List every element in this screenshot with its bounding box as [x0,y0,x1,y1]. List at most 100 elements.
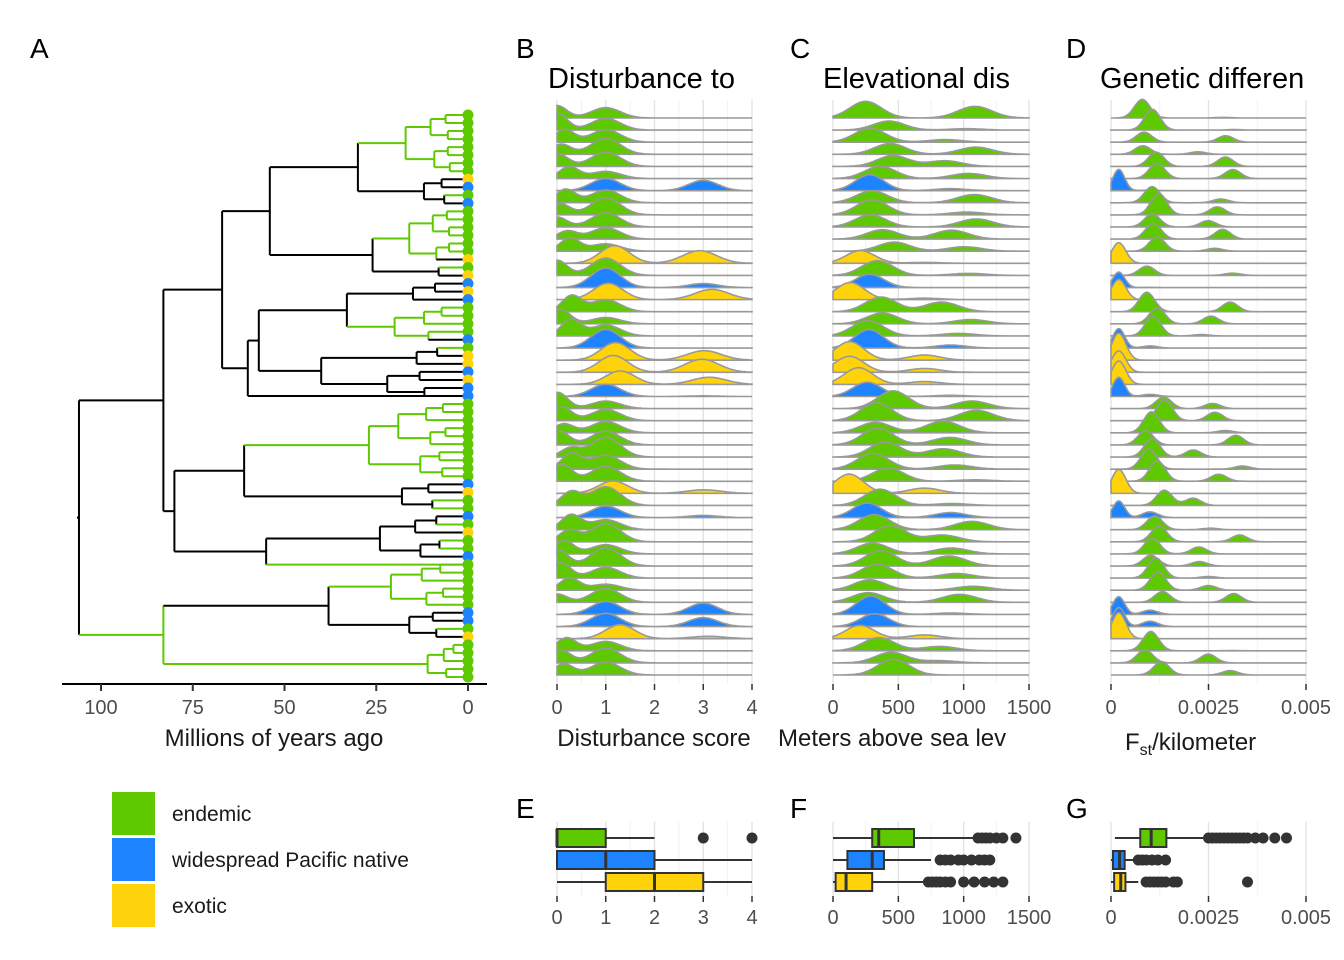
tick-label: 0 [551,697,562,719]
tip-endemic [462,406,474,418]
ridge-widespread [832,613,1030,628]
tip-endemic [462,165,474,177]
tip-endemic [462,567,474,579]
ridge-exotic [556,623,753,640]
ridge-endemic [1110,410,1307,434]
panel-letter-g: G [1066,793,1088,824]
ridge-exotic [832,366,1030,386]
ridge-endemic [556,104,752,119]
ridge-endemic [1110,162,1307,180]
tick-label: 0 [827,907,838,929]
ridge-endemic [832,452,1030,470]
tip-widespread [462,607,474,619]
tip-endemic [462,237,474,249]
panel-b-x-ticks: 0 1 2 3 4 [551,684,758,719]
tip-endemic [462,302,474,314]
tick-label: 1500 [1007,907,1052,929]
outlier-exotic [988,876,1000,888]
panel-e: E 0 1 2 3 4 [516,793,758,929]
tip-endemic [462,125,474,137]
fst-f: F [1125,729,1140,756]
tick-label: 75 [182,697,204,719]
outlier-endemic [1281,832,1292,844]
panel-d-x-axis-title: Fst/kilometer [1125,729,1256,759]
ridge-endemic [1110,222,1307,240]
ridge-endemic [832,142,1030,156]
tick-label: 4 [746,907,757,929]
ridge-exotic [556,341,753,361]
panel-letter-c: C [790,33,810,64]
panel-d-ridges [1110,98,1307,676]
ridge-widespread [1110,271,1307,289]
outlier-endemic [1242,832,1253,844]
ridge-endemic [832,296,1030,313]
tip-exotic [462,173,474,185]
ridge-widespread [1110,168,1307,192]
ridge-endemic [556,197,753,216]
ridge-widespread [1110,595,1307,616]
panel-c-ridges [832,100,1030,676]
ridge-endemic [1110,192,1307,216]
ridge-endemic [832,651,1030,664]
tip-endemic [462,655,474,667]
tip-widespread [462,615,474,627]
tick-label: 50 [273,697,295,719]
legend-swatch-widespread [112,838,155,881]
ridge-widespread [832,173,1030,192]
tick-label: 3 [698,697,709,719]
tick-label: 2 [649,697,660,719]
outlier-widespread [984,854,996,866]
tip-endemic [462,430,474,442]
tip-endemic [462,109,474,121]
tip-endemic [462,157,474,169]
box-endemic [556,828,607,848]
phylogeny-branches [76,114,468,678]
tick-label: 1 [600,907,611,929]
ridge-widespread [832,502,1030,519]
ridge-endemic [556,587,753,604]
tip-exotic [462,374,474,386]
ridge-exotic [1110,332,1307,361]
ridge-endemic [832,319,1030,337]
ridge-endemic [832,550,1030,567]
tip-endemic [462,470,474,482]
ridge-endemic [1111,98,1306,119]
tip-endemic [462,438,474,450]
panel-b-ridges [556,104,753,676]
ridge-widespread [556,505,753,519]
tip-endemic [462,518,474,530]
ridge-endemic [832,488,1030,507]
panel-d-title: Genetic differen [1100,63,1304,95]
ridge-endemic [556,522,753,543]
ridge-endemic [556,576,753,592]
tip-widespread [462,390,474,402]
panel-a-x-axis-title: Millions of years ago [165,725,384,752]
tip-endemic [462,189,474,201]
tick-label: 1 [600,697,611,719]
ridge-endemic [1110,144,1307,156]
tip-endemic [462,502,474,514]
panel-letter-e: E [516,793,535,824]
box-exotic [834,872,874,892]
ridge-endemic [556,561,753,579]
ridge-widespread [1110,376,1306,398]
panel-a-x-ticks: 100 75 50 25 0 [84,684,474,719]
box-endemic [1139,828,1168,848]
ridge-endemic [1110,459,1307,483]
ridge-widespread [556,267,753,289]
panel-a: A 100 75 50 25 0 Millions of years ago [30,33,487,752]
tick-label: 4 [746,697,757,719]
ridge-endemic [1110,537,1307,555]
ridge-widespread [556,177,753,192]
ridge-exotic [832,249,1030,265]
ridge-endemic [556,151,753,168]
tip-endemic [462,462,474,474]
panel-f-boxplot: 0 500 1000 1500 [827,822,1051,929]
ridge-widespread [832,273,1030,289]
outlier-widespread [1152,854,1164,866]
ridge-endemic [1110,571,1307,592]
ridge-endemic [1110,437,1307,458]
box-widespread [846,850,885,870]
fst-subscript: st [1140,742,1153,759]
tip-widespread [462,510,474,522]
